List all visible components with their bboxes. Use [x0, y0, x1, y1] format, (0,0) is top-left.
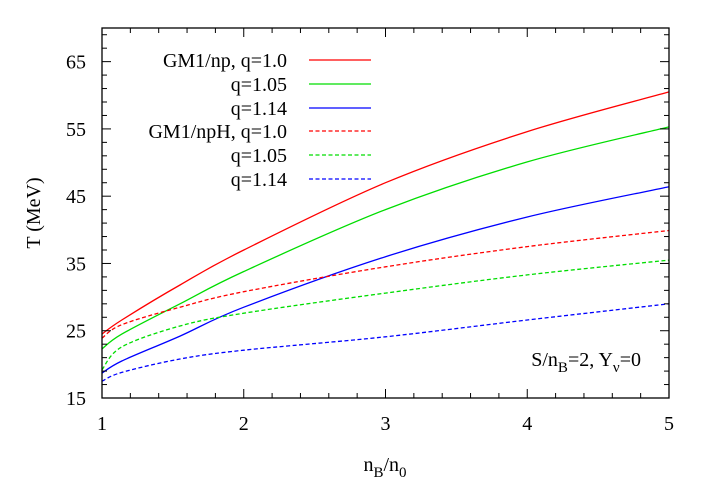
legend-label: q=1.05	[231, 74, 287, 96]
y-tick-label: 45	[66, 186, 86, 208]
x-tick-label: 1	[97, 413, 107, 435]
condition-annotation: S/nB=2, Yν=0	[531, 349, 641, 376]
y-axis-label: T (MeV)	[23, 177, 45, 248]
series-line-3	[101, 229, 670, 339]
series-line-5	[101, 303, 670, 382]
legend-label: q=1.05	[231, 145, 287, 167]
y-tick-label: 55	[66, 119, 86, 141]
series-line-2	[101, 186, 670, 374]
axis-ticks	[101, 28, 670, 399]
x-tick-label: 5	[664, 413, 674, 435]
y-tick-label: 25	[66, 321, 86, 343]
x-tick-label: 4	[522, 413, 532, 435]
y-tick-label: 65	[66, 52, 86, 74]
legend-label: q=1.14	[231, 169, 287, 191]
series-line-0	[101, 91, 670, 335]
y-tick-label: 35	[66, 253, 86, 275]
legend-label: GM1/np, q=1.0	[163, 50, 287, 72]
legend-label: GM1/npH, q=1.0	[148, 121, 287, 143]
x-axis-tick-labels: 1 2 3 4 5	[97, 413, 674, 435]
x-tick-label: 3	[381, 413, 391, 435]
plot-curves	[101, 91, 670, 382]
y-tick-label: 15	[66, 388, 86, 410]
series-line-1	[101, 126, 670, 350]
plot-frame	[101, 27, 670, 399]
y-axis-tick-labels: 15 25 35 45 55 65	[66, 52, 86, 410]
legend-label: q=1.14	[231, 98, 287, 120]
x-tick-label: 2	[239, 413, 249, 435]
x-axis-label: nB/n0	[363, 454, 406, 481]
